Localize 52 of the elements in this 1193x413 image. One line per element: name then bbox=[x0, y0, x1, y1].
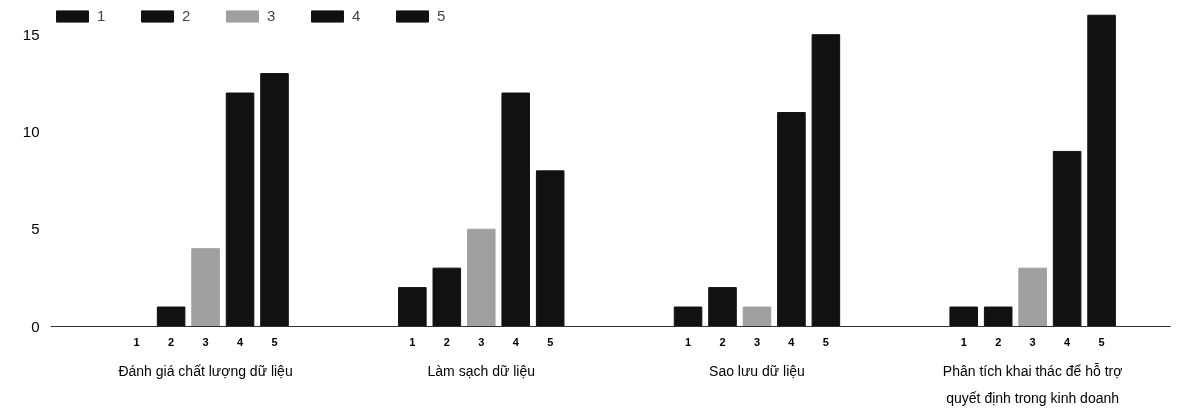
bar bbox=[225, 92, 255, 327]
bar bbox=[432, 267, 462, 327]
text: 5 bbox=[1098, 335, 1105, 348]
bar bbox=[1052, 150, 1082, 327]
bar bbox=[949, 306, 979, 327]
bar bbox=[156, 306, 186, 327]
x-tick-label: Đánh giá chất lượng dữ liệu bbox=[118, 362, 293, 379]
bar bbox=[260, 73, 289, 327]
bar bbox=[742, 306, 772, 327]
text: 1 bbox=[409, 335, 416, 348]
legend-label: 2 bbox=[182, 7, 192, 24]
text: 2 bbox=[719, 335, 726, 348]
y-tick-label: 0 bbox=[31, 317, 40, 335]
y-tick-label: 10 bbox=[22, 122, 40, 140]
y-tick-label: 5 bbox=[31, 220, 40, 238]
text: 3 bbox=[1029, 335, 1036, 348]
bar bbox=[501, 92, 531, 327]
legend-label: 5 bbox=[437, 7, 447, 24]
text: 1 bbox=[684, 335, 692, 348]
text: 4 bbox=[236, 335, 244, 348]
bar bbox=[1087, 14, 1116, 327]
text: 1 bbox=[133, 335, 140, 348]
bar bbox=[535, 170, 565, 327]
text: 1 bbox=[960, 335, 967, 348]
text: 2 bbox=[168, 335, 175, 348]
bar bbox=[1018, 267, 1047, 327]
text: 3 bbox=[478, 335, 485, 348]
legend-label: 1 bbox=[97, 7, 107, 24]
text: 5 bbox=[547, 335, 554, 348]
bar bbox=[191, 248, 220, 327]
x-tick-label: Làm sạch dữ liệu bbox=[427, 362, 535, 379]
bar bbox=[398, 287, 427, 327]
text: 2 bbox=[443, 335, 450, 348]
text: 2 bbox=[995, 335, 1002, 348]
text: 3 bbox=[753, 335, 761, 348]
bar bbox=[673, 306, 703, 327]
text: 5 bbox=[822, 335, 829, 348]
text: 4 bbox=[1064, 335, 1071, 348]
legend-label: 4 bbox=[352, 7, 362, 24]
text: 3 bbox=[202, 335, 209, 348]
x-tick-label: Sao lưu dữ liệu bbox=[709, 362, 805, 379]
x-tick-label: Phân tích khai thác để hỗ trợ quyết định trong kinh doanh bbox=[942, 362, 1123, 406]
text: 4 bbox=[788, 335, 795, 348]
bar bbox=[466, 228, 496, 327]
bar bbox=[777, 112, 806, 327]
text: 4 bbox=[512, 335, 519, 348]
legend-label: 3 bbox=[267, 7, 277, 24]
bar bbox=[708, 287, 737, 327]
bar bbox=[811, 34, 841, 327]
text: 5 bbox=[271, 335, 278, 348]
bar bbox=[983, 306, 1013, 327]
y-tick-label: 15 bbox=[22, 25, 40, 43]
